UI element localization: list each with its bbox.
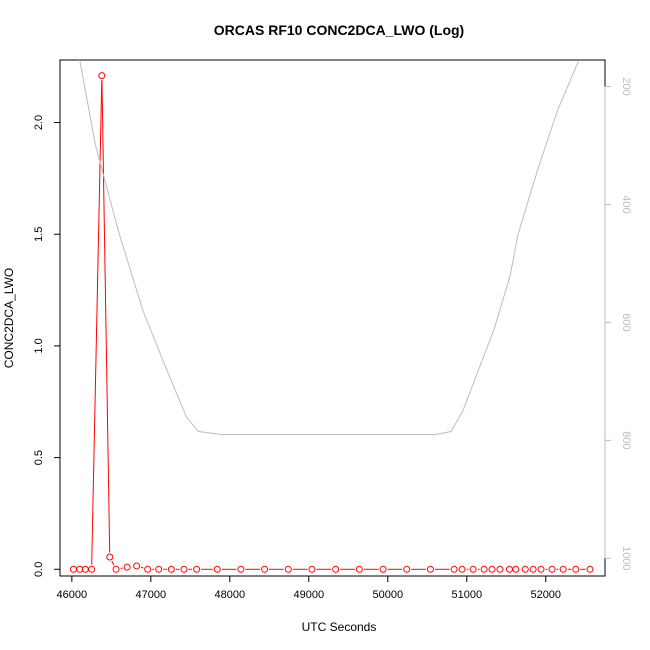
series-0-point [480,565,488,573]
series-0-point [144,565,152,573]
series-0-point [237,565,245,573]
series-0-point [308,565,316,573]
y-axis-label: CONC2DCA_LWO [2,268,16,368]
series-0-point [458,565,466,573]
y-tick-label: 1.5 [33,227,45,242]
series-0-point [332,565,340,573]
series-0-point [355,565,363,573]
series-0-point [586,565,594,573]
series-0-point [284,565,292,573]
series-0-point [548,565,556,573]
x-tick-label: 49000 [294,589,325,601]
series-0-point [98,72,106,80]
y-tick-label: 0.5 [33,450,45,465]
series-0-point [379,565,387,573]
series-0-point [496,565,504,573]
series-0-point [213,565,221,573]
series-0-point [180,565,188,573]
y-tick-label: 0.0 [33,562,45,577]
series-0-point [572,565,580,573]
series-0-point [193,565,201,573]
series-0-point [488,565,496,573]
series-0-point [450,565,458,573]
series-0-point [559,565,567,573]
series-0-point [261,565,269,573]
series-0-point [403,565,411,573]
x-tick-label: 46000 [57,589,88,601]
x-tick-label: 50000 [372,589,403,601]
series-0-point [106,553,114,561]
y2-tick-label: 200 [620,77,632,95]
y2-tick-label: 1000 [620,546,632,570]
series-0-point [469,565,477,573]
series-0-point [155,565,163,573]
y2-tick-label: 800 [620,431,632,449]
chart-title: ORCAS RF10 CONC2DCA_LWO (Log) [214,22,464,38]
series-0-point [167,565,175,573]
y-axis: 0.0 0.5 1.0 1.5 2.0 [33,115,61,577]
x-tick-label: 52000 [530,589,561,601]
x-axis: 46000 47000 48000 49000 50000 51000 52000 [57,575,561,601]
x-tick-label: 48000 [215,589,246,601]
series-0-segment [111,560,115,566]
series-0-point [537,565,545,573]
series-0-point [88,565,96,573]
y2-tick-label: 400 [620,195,632,213]
x-axis-label: UTC Seconds [302,620,377,634]
x-tick-label: 51000 [451,589,482,601]
plot-frame [59,59,606,577]
series-0-point [426,565,434,573]
series-0-point [521,565,529,573]
series-0-segment [91,80,103,565]
series-0-point [69,565,77,573]
series-0-point [505,565,513,573]
y-tick-label: 1.0 [33,338,45,353]
series-0-point [112,565,120,573]
series-0-point [529,565,537,573]
plot-area [59,59,606,577]
series-layer [69,60,594,573]
y2-tick-label: 600 [620,313,632,331]
series-0-segment [140,566,144,569]
y-tick-label: 2.0 [33,115,45,130]
series-1-line [79,60,580,435]
y2-axis: 200 400 600 800 1000 [604,77,632,571]
series-0-point [133,562,141,570]
x-tick-label: 47000 [136,589,167,601]
series-0-segment [101,80,111,553]
series-0-point [123,563,131,571]
series-0-point [512,565,520,573]
